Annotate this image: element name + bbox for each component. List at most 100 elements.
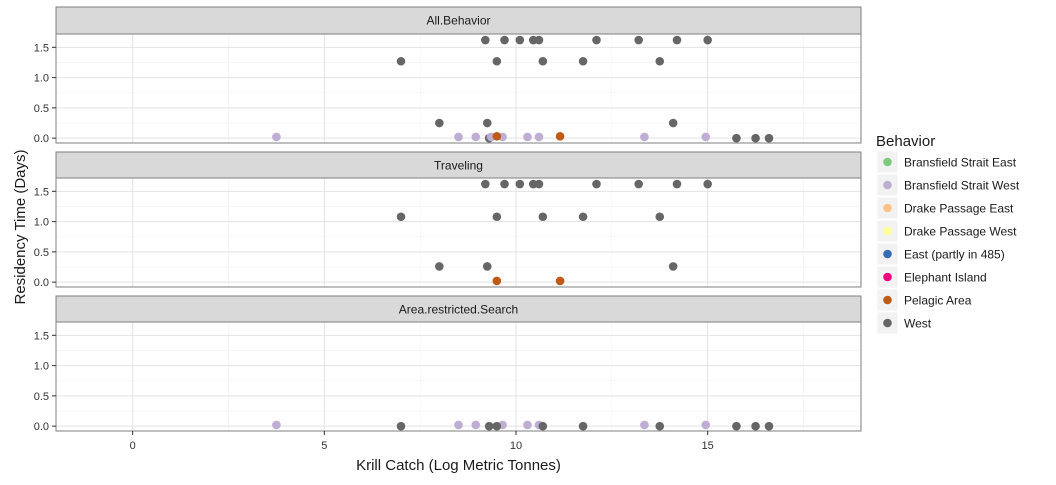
data-point bbox=[578, 421, 588, 431]
panel-background bbox=[56, 322, 861, 431]
y-tick-label: 1.5 bbox=[34, 42, 49, 54]
x-axis-title: Krill Catch (Log Metric Tonnes) bbox=[356, 457, 561, 474]
facet-strip bbox=[55, 151, 862, 180]
x-tick-label: 5 bbox=[321, 440, 327, 452]
data-point bbox=[523, 132, 532, 142]
data-point bbox=[668, 118, 678, 128]
data-point bbox=[492, 212, 502, 222]
data-point bbox=[751, 421, 760, 431]
panel-border bbox=[55, 177, 862, 288]
data-point bbox=[764, 133, 774, 143]
data-point bbox=[396, 421, 406, 431]
data-point bbox=[500, 35, 509, 45]
x-tick-label: 10 bbox=[510, 440, 522, 452]
data-point bbox=[555, 132, 565, 141]
data-point bbox=[655, 212, 665, 222]
data-point bbox=[668, 262, 678, 271]
legend-label: East (partly in 485) bbox=[904, 248, 1005, 262]
legend-label: West bbox=[904, 317, 932, 331]
legend-swatch bbox=[883, 249, 892, 259]
data-point bbox=[555, 276, 565, 286]
data-point bbox=[538, 421, 548, 431]
data-point bbox=[640, 132, 649, 142]
y-tick-label: 0.5 bbox=[34, 391, 49, 403]
data-point bbox=[701, 132, 711, 142]
data-point bbox=[538, 212, 548, 222]
data-point bbox=[272, 420, 281, 430]
legend-label: Drake Passage East bbox=[904, 202, 1014, 216]
y-tick-label: 0.5 bbox=[34, 247, 49, 259]
legend-swatch bbox=[883, 226, 892, 236]
facet-title: Area.restricted.Search bbox=[399, 303, 518, 317]
legend-swatch bbox=[883, 180, 892, 190]
data-point bbox=[435, 118, 444, 128]
legend-label: Bransfield Strait West bbox=[904, 179, 1020, 193]
data-point bbox=[272, 132, 281, 142]
data-point bbox=[454, 420, 463, 430]
data-point bbox=[592, 179, 601, 189]
data-point bbox=[396, 212, 406, 222]
legend-swatch bbox=[883, 272, 892, 282]
data-point bbox=[672, 179, 682, 189]
data-point bbox=[592, 35, 601, 45]
data-point bbox=[492, 132, 502, 141]
facet-strip bbox=[55, 6, 862, 35]
facet-strip bbox=[55, 295, 862, 324]
data-point bbox=[515, 35, 525, 45]
data-point bbox=[481, 179, 490, 189]
data-point bbox=[538, 56, 548, 66]
data-point bbox=[672, 35, 682, 45]
x-tick-label: 0 bbox=[130, 440, 136, 452]
facet-title: Traveling bbox=[434, 159, 483, 173]
data-point bbox=[484, 421, 494, 431]
legend-label: Drake Passage West bbox=[904, 225, 1017, 239]
data-point bbox=[655, 421, 665, 431]
y-tick-label: 0.0 bbox=[34, 133, 49, 145]
data-point bbox=[515, 179, 525, 189]
legend-label: Pelagic Area bbox=[904, 294, 972, 308]
data-point bbox=[492, 276, 502, 286]
data-point bbox=[482, 118, 492, 128]
y-tick-label: 1.5 bbox=[34, 186, 49, 198]
data-point bbox=[534, 179, 544, 189]
data-point bbox=[500, 179, 509, 189]
data-point bbox=[482, 262, 492, 271]
data-point bbox=[732, 133, 741, 143]
data-point bbox=[534, 132, 544, 142]
data-point bbox=[703, 179, 712, 189]
y-tick-label: 0.0 bbox=[34, 421, 49, 433]
legend-label: Bransfield Strait East bbox=[904, 156, 1017, 170]
data-point bbox=[578, 56, 588, 66]
data-point bbox=[634, 35, 643, 45]
panel-background bbox=[56, 34, 861, 143]
panel-border bbox=[55, 321, 862, 432]
data-point bbox=[703, 35, 712, 45]
data-point bbox=[732, 421, 741, 431]
data-point bbox=[655, 56, 665, 66]
legend-swatch bbox=[883, 318, 892, 328]
y-tick-label: 1.0 bbox=[34, 361, 49, 373]
data-point bbox=[640, 420, 649, 430]
panel-border bbox=[55, 33, 862, 144]
x-tick-label: 15 bbox=[702, 440, 714, 452]
y-tick-label: 1.0 bbox=[34, 217, 49, 229]
data-point bbox=[471, 420, 481, 430]
data-point bbox=[492, 56, 502, 66]
legend-swatch bbox=[883, 295, 892, 305]
data-point bbox=[534, 35, 544, 45]
data-point bbox=[751, 133, 760, 143]
y-tick-label: 0.5 bbox=[34, 103, 49, 115]
data-point bbox=[396, 56, 406, 66]
legend-title: Behavior bbox=[876, 133, 935, 150]
legend-swatch bbox=[883, 203, 892, 213]
legend-label: Elephant Island bbox=[904, 271, 987, 285]
data-point bbox=[578, 212, 588, 222]
y-axis-title: Residency Time (Days) bbox=[12, 149, 29, 304]
data-point bbox=[492, 421, 502, 431]
y-tick-label: 0.0 bbox=[34, 277, 49, 289]
data-point bbox=[701, 420, 711, 430]
y-tick-label: 1.0 bbox=[34, 73, 49, 85]
panel-background bbox=[56, 178, 861, 287]
